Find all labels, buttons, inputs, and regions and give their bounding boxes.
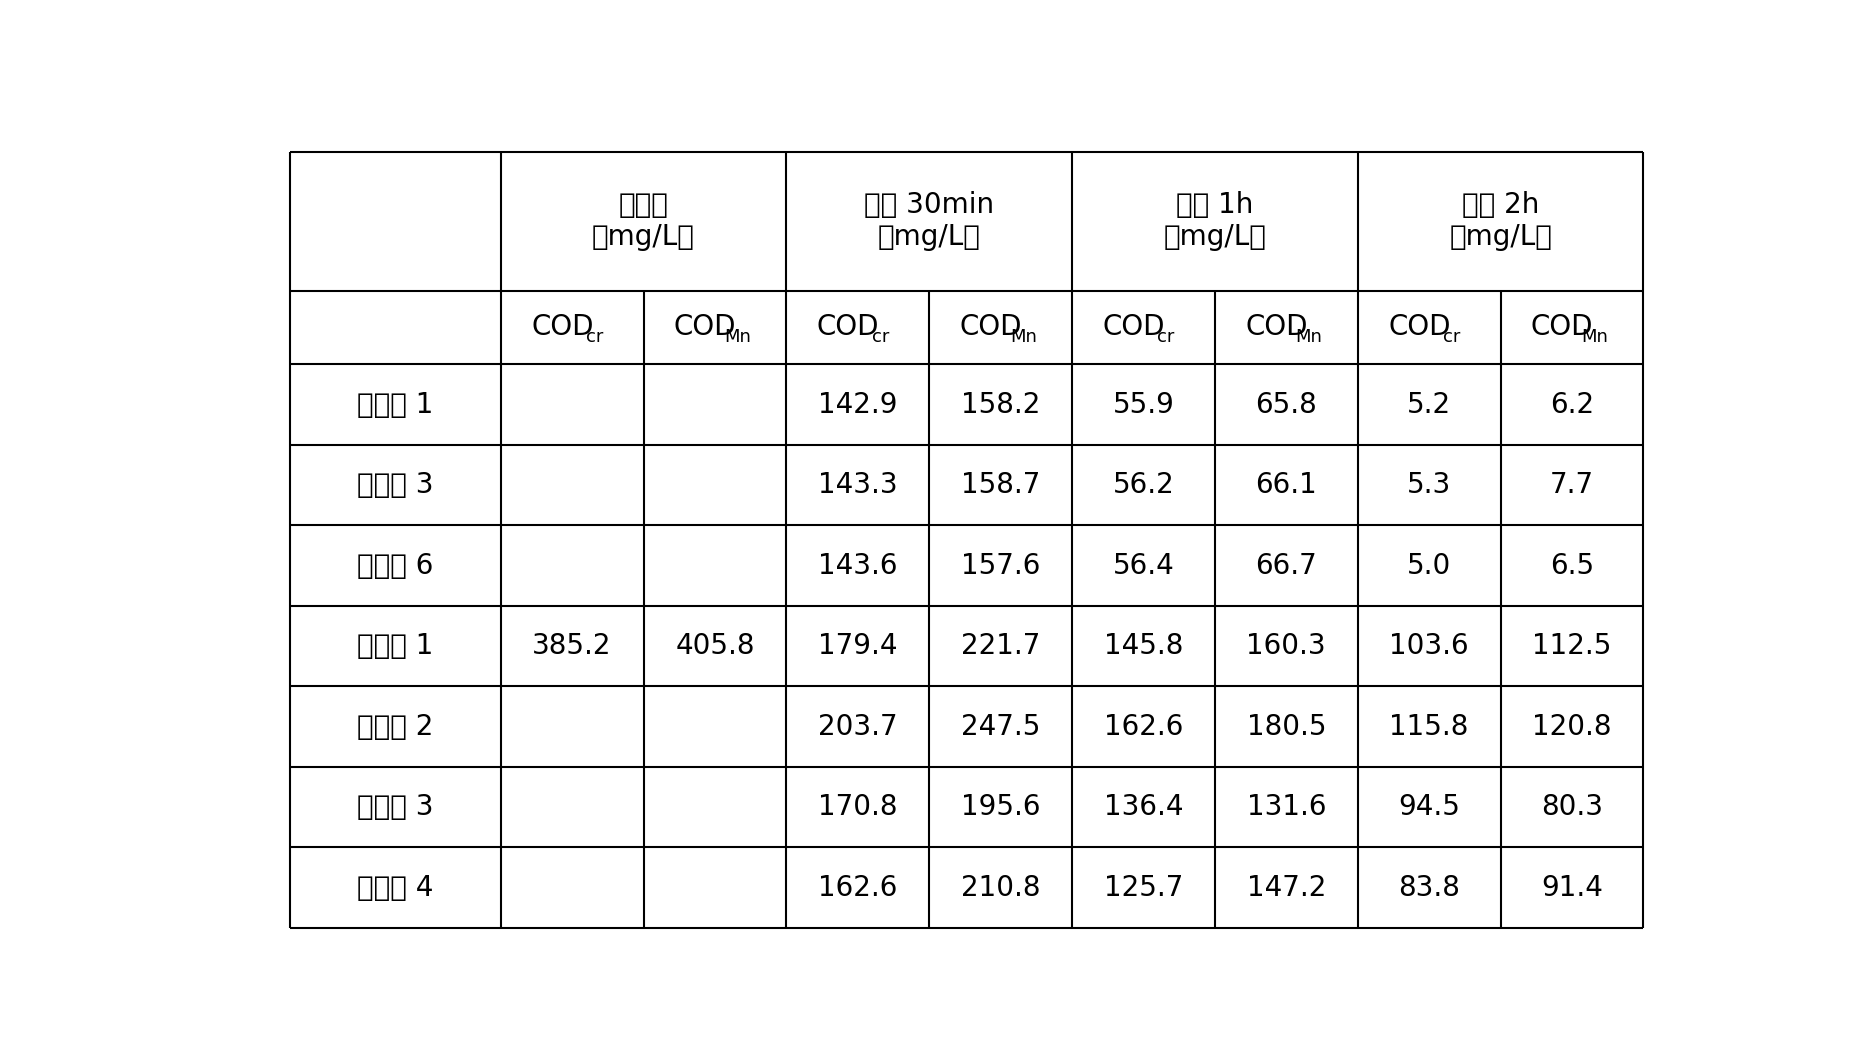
Text: 94.5: 94.5 <box>1398 794 1460 821</box>
Text: 实施例 1: 实施例 1 <box>357 390 433 418</box>
Text: 158.2: 158.2 <box>960 390 1040 418</box>
Text: COD: COD <box>1387 313 1450 342</box>
Text: 56.2: 56.2 <box>1112 471 1174 499</box>
Text: COD: COD <box>817 313 878 342</box>
Text: 180.5: 180.5 <box>1246 713 1326 741</box>
Text: 80.3: 80.3 <box>1539 794 1603 821</box>
Text: 385.2: 385.2 <box>533 632 611 660</box>
Text: 136.4: 136.4 <box>1103 794 1183 821</box>
Text: 203.7: 203.7 <box>817 713 897 741</box>
Text: 405.8: 405.8 <box>674 632 754 660</box>
Text: 158.7: 158.7 <box>960 471 1040 499</box>
Text: COD: COD <box>1244 313 1307 342</box>
Text: 对比例 3: 对比例 3 <box>357 794 433 821</box>
Text: Mn: Mn <box>1294 328 1322 346</box>
Text: 115.8: 115.8 <box>1389 713 1469 741</box>
Text: cr: cr <box>585 328 604 346</box>
Text: 对比例 1: 对比例 1 <box>357 632 433 660</box>
Text: COD: COD <box>1530 313 1593 342</box>
Text: COD: COD <box>958 313 1021 342</box>
Text: 247.5: 247.5 <box>960 713 1040 741</box>
Text: COD: COD <box>1101 313 1164 342</box>
Text: Mn: Mn <box>1580 328 1606 346</box>
Text: 投入 30min
（mg/L）: 投入 30min （mg/L） <box>864 191 993 251</box>
Text: 56.4: 56.4 <box>1112 552 1174 579</box>
Text: 179.4: 179.4 <box>817 632 897 660</box>
Text: 65.8: 65.8 <box>1255 390 1317 418</box>
Text: cr: cr <box>1443 328 1460 346</box>
Text: 195.6: 195.6 <box>960 794 1040 821</box>
Text: 142.9: 142.9 <box>817 390 897 418</box>
Text: COD: COD <box>531 313 592 342</box>
Text: cr: cr <box>1157 328 1174 346</box>
Text: 210.8: 210.8 <box>960 873 1040 902</box>
Text: 112.5: 112.5 <box>1532 632 1610 660</box>
Text: 147.2: 147.2 <box>1246 873 1326 902</box>
Text: COD: COD <box>674 313 735 342</box>
Text: 5.3: 5.3 <box>1406 471 1450 499</box>
Text: 125.7: 125.7 <box>1103 873 1183 902</box>
Text: 投入 2h
（mg/L）: 投入 2h （mg/L） <box>1448 191 1551 251</box>
Text: 83.8: 83.8 <box>1398 873 1460 902</box>
Text: 143.3: 143.3 <box>817 471 897 499</box>
Text: 160.3: 160.3 <box>1246 632 1326 660</box>
Text: 170.8: 170.8 <box>817 794 897 821</box>
Text: Mn: Mn <box>724 328 750 346</box>
Text: 221.7: 221.7 <box>960 632 1040 660</box>
Text: 实施例 6: 实施例 6 <box>357 552 433 579</box>
Text: 157.6: 157.6 <box>960 552 1040 579</box>
Text: 6.5: 6.5 <box>1549 552 1593 579</box>
Text: 对比例 2: 对比例 2 <box>357 713 433 741</box>
Text: 55.9: 55.9 <box>1112 390 1174 418</box>
Text: 66.7: 66.7 <box>1255 552 1317 579</box>
Text: cr: cr <box>871 328 890 346</box>
Text: 162.6: 162.6 <box>817 873 897 902</box>
Text: Mn: Mn <box>1008 328 1036 346</box>
Text: 103.6: 103.6 <box>1389 632 1469 660</box>
Text: 66.1: 66.1 <box>1255 471 1317 499</box>
Text: 162.6: 162.6 <box>1103 713 1183 741</box>
Text: 143.6: 143.6 <box>817 552 897 579</box>
Text: 投入 1h
（mg/L）: 投入 1h （mg/L） <box>1162 191 1266 251</box>
Text: 7.7: 7.7 <box>1549 471 1593 499</box>
Text: 投入前
（mg/L）: 投入前 （mg/L） <box>592 191 695 251</box>
Text: 120.8: 120.8 <box>1532 713 1610 741</box>
Text: 131.6: 131.6 <box>1246 794 1326 821</box>
Text: 6.2: 6.2 <box>1549 390 1593 418</box>
Text: 91.4: 91.4 <box>1539 873 1603 902</box>
Text: 5.0: 5.0 <box>1406 552 1450 579</box>
Text: 实施例 3: 实施例 3 <box>357 471 433 499</box>
Text: 对比例 4: 对比例 4 <box>357 873 433 902</box>
Text: 145.8: 145.8 <box>1103 632 1183 660</box>
Text: 5.2: 5.2 <box>1406 390 1450 418</box>
